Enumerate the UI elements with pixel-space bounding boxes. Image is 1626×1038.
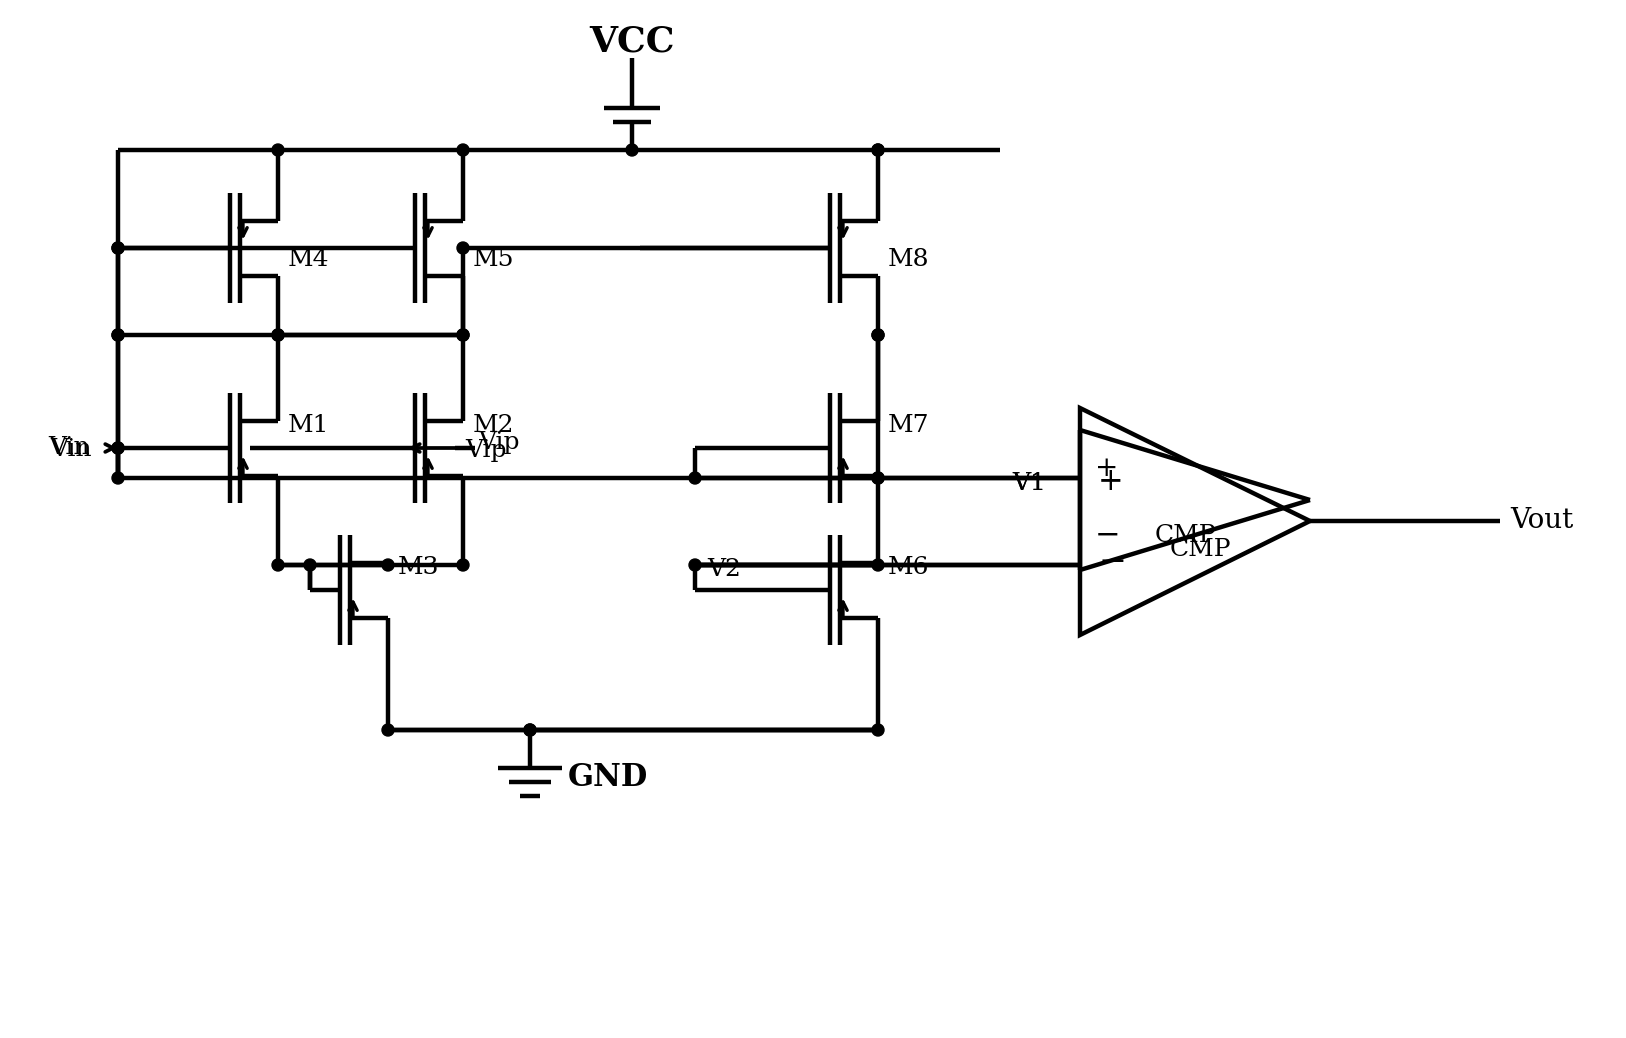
Circle shape [272,144,285,156]
Text: −: − [1094,519,1120,550]
Text: Vip: Vip [465,438,507,462]
Circle shape [112,242,124,254]
Circle shape [457,329,468,342]
Circle shape [872,144,885,156]
Text: Vin: Vin [49,437,89,460]
Circle shape [382,559,393,571]
Circle shape [272,329,285,342]
Text: −: − [1098,546,1125,578]
Text: V2: V2 [707,558,741,581]
Text: +: + [1098,465,1124,496]
Text: V1: V1 [1011,471,1046,494]
Text: CMP: CMP [1154,523,1216,546]
Text: Vin: Vin [50,438,91,462]
Circle shape [689,559,701,571]
Circle shape [689,472,701,484]
Circle shape [524,723,537,736]
Text: M5: M5 [473,248,514,272]
Circle shape [872,723,885,736]
Circle shape [457,242,468,254]
Circle shape [304,559,315,571]
Circle shape [872,472,885,484]
Circle shape [872,329,885,342]
Circle shape [112,442,124,454]
Text: M6: M6 [888,556,930,579]
Circle shape [457,144,468,156]
Circle shape [457,329,468,342]
Text: M7: M7 [888,414,930,437]
Circle shape [112,472,124,484]
Text: Vout: Vout [1511,508,1574,535]
Text: VCC: VCC [589,25,675,59]
Circle shape [524,723,537,736]
Text: GND: GND [567,763,649,793]
Circle shape [872,144,885,156]
Circle shape [872,472,885,484]
Circle shape [872,329,885,342]
Text: M2: M2 [473,414,514,437]
Circle shape [382,723,393,736]
Circle shape [112,442,124,454]
Text: M1: M1 [288,414,330,437]
Text: M3: M3 [398,556,439,579]
Text: M4: M4 [288,248,330,272]
Text: M8: M8 [888,248,930,272]
Circle shape [272,559,285,571]
Circle shape [272,329,285,342]
Text: Vip: Vip [478,432,519,455]
Text: CMP: CMP [1169,538,1231,561]
Circle shape [626,144,637,156]
Circle shape [112,329,124,342]
Circle shape [457,559,468,571]
Circle shape [112,242,124,254]
Circle shape [872,559,885,571]
Text: +: + [1094,455,1119,482]
Text: V1: V1 [1011,471,1046,494]
Circle shape [112,329,124,342]
